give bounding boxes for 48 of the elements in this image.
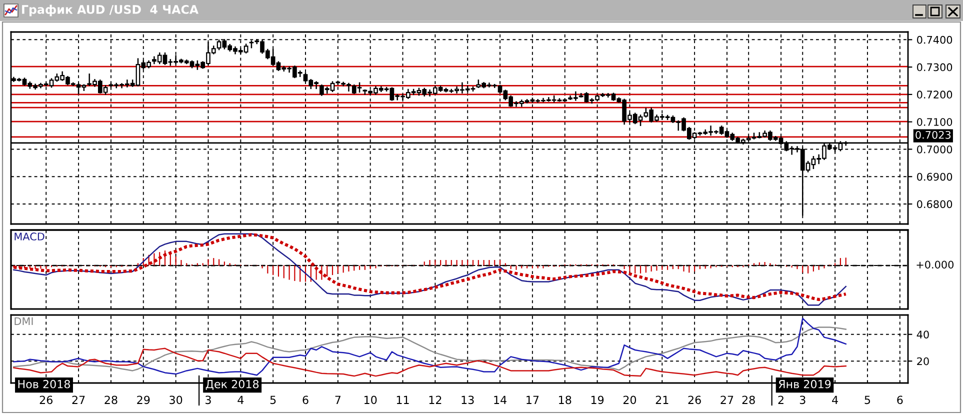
ref-line-label: 0.7023 xyxy=(916,130,951,139)
x-tick-label: 6 xyxy=(302,396,308,404)
x-tick-label: 27 xyxy=(72,396,85,404)
line-series xyxy=(13,318,846,376)
annotation: Янв 2019 xyxy=(778,380,831,388)
y-tick-label: 0.7400 xyxy=(917,36,952,44)
chart-title: DMI xyxy=(14,317,33,325)
x-tick-label: 17 xyxy=(526,396,539,404)
x-tick-label: 5 xyxy=(270,396,276,404)
x-tick-label: 18 xyxy=(559,396,572,404)
y-tick-label: 40 xyxy=(916,330,929,338)
x-tick-label: 28 xyxy=(104,396,118,404)
x-tick-label: 26 xyxy=(40,396,52,404)
x-tick-label: 3 xyxy=(800,396,806,404)
annotation: Дек 2018 xyxy=(206,380,259,390)
y-tick-label: 0.6900 xyxy=(917,172,952,181)
x-tick-label: 30 xyxy=(170,396,182,404)
x-tick-label: 10 xyxy=(364,396,377,404)
ref-line-label: +0.000 xyxy=(916,260,954,269)
line-series xyxy=(13,348,846,377)
x-tick-label: 3 xyxy=(206,396,211,404)
x-tick-label: 14 xyxy=(494,396,506,404)
x-tick-label: 26 xyxy=(688,396,701,404)
y-tick-label: 0.7100 xyxy=(917,118,952,126)
y-tick-label: 20 xyxy=(917,357,929,366)
annotation: Нов 2018 xyxy=(18,380,70,388)
x-tick-label: 13 xyxy=(462,396,474,404)
x-tick-label: 29 xyxy=(137,396,150,404)
x-tick-label: 21 xyxy=(656,396,668,404)
x-tick-label: 19 xyxy=(591,396,604,404)
x-tick-label: 5 xyxy=(864,396,870,404)
line-series xyxy=(13,326,846,372)
x-tick-label: 6 xyxy=(897,396,903,404)
x-tick-label: 7 xyxy=(335,396,341,404)
chart-title: График AUD /USD 4 ЧАСА xyxy=(22,4,198,16)
y-tick-label: 0.7300 xyxy=(917,63,952,72)
x-tick-label: 4 xyxy=(238,396,244,404)
chart-title: MACD xyxy=(14,232,44,240)
x-tick-label: 11 xyxy=(396,396,409,404)
y-tick-label: 0.7200 xyxy=(917,90,952,99)
x-tick-label: 12 xyxy=(429,396,442,404)
x-tick-label: 2 xyxy=(778,396,784,404)
x-tick-label: 28 xyxy=(742,396,755,404)
x-tick-label: 20 xyxy=(623,396,636,404)
y-tick-label: 0.7000 xyxy=(917,145,952,154)
x-tick-label: 4 xyxy=(832,396,838,404)
y-tick-label: 0.6800 xyxy=(917,200,952,208)
x-tick-label: 27 xyxy=(720,396,734,404)
